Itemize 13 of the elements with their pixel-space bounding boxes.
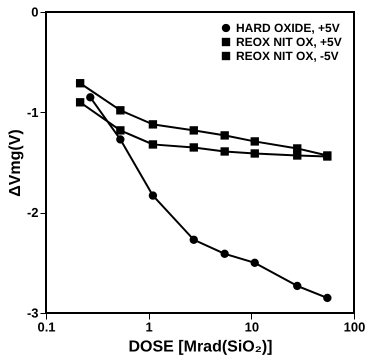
legend-label: HARD OXIDE, +5V [236,21,340,35]
y-tick-label: 0 [31,4,38,20]
x-tick-label: 1 [146,320,153,334]
x-axis-title: DOSE [Mrad(SiO₂)] [128,338,272,356]
legend-label: REOX NIT OX, -5V [236,49,339,63]
y-tick-label: -3 [26,306,38,320]
x-tick-label: 0.1 [37,320,56,334]
x-tick-label: 100 [344,320,366,334]
legend-label: REOX NIT OX, +5V [236,35,342,49]
y-tick-label: -1 [26,104,38,120]
y-axis-title: ΔVmg(V) [6,129,24,197]
y-tick-label: -2 [26,205,38,220]
x-tick-label: 10 [244,320,260,334]
